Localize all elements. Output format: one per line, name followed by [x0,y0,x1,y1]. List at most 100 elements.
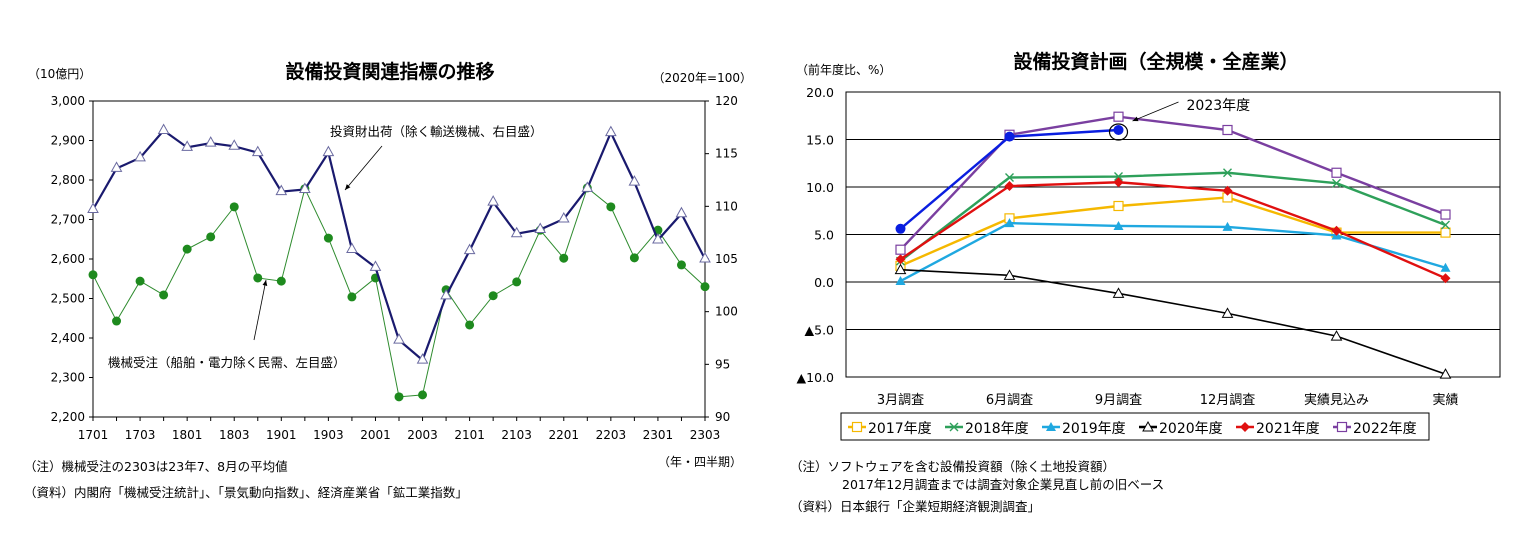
data-point-shipments [534,222,547,234]
data-point-2017年度 [1440,227,1451,238]
data-point-shipments [251,145,264,157]
y-left-tick-label: 2,900 [51,134,85,148]
data-point-shipments [228,139,241,150]
data-point-shipments [510,226,523,238]
data-point-machinery-orders [182,244,192,254]
y-tick-label: 0.0 [814,275,834,290]
left-source: （資料）内閣府「機械受注統計」、「景気動向指数」、経済産業省「鉱工業指数」 [24,485,468,500]
y-right-tick-label: 120 [715,94,738,108]
series-line-2017年度 [900,196,1446,267]
x-tick-label: 6月調査 [986,393,1033,408]
y-axis-unit: （前年度比、%） [796,62,891,77]
x-tick-label: 2003 [407,428,438,442]
data-point-shipments [87,202,99,213]
x-tick-label: 1901 [266,428,297,442]
y-right-tick-label: 110 [715,199,738,213]
legend-item-2021年度: 2021年度 [1236,421,1320,437]
data-point-2022年度 [1331,167,1342,178]
y-left-tick-label: 2,700 [51,213,85,227]
data-point-machinery-orders [418,390,428,400]
data-point-machinery-orders [512,277,522,287]
y-left-tick-label: 2,800 [51,173,85,187]
data-point-2022年度 [1113,111,1124,122]
x-tick-label: 1903 [313,428,344,442]
legend-swatch-marker [1336,421,1348,433]
data-point-2018年度 [1114,172,1123,182]
y-right-tick-label: 100 [715,305,738,319]
data-point-2020年度 [1112,287,1125,298]
data-point-shipments [440,288,452,300]
data-point-shipments [275,184,288,196]
data-point-shipments [369,260,382,271]
legend-label: 2020年度 [1159,421,1223,437]
data-point-shipments [699,251,711,263]
data-point-machinery-orders [465,320,475,330]
data-point-shipments [110,161,123,172]
x-tick-label: 2001 [360,428,391,442]
data-point-shipments [557,211,570,223]
y-tick-label: 10.0 [806,180,834,195]
data-point-2019年度 [1004,218,1015,228]
x-tick-label: 2301 [643,428,674,442]
legend-swatch-marker [851,421,863,433]
data-point-machinery-orders [276,276,286,286]
x-tick-label: 2103 [501,428,532,442]
data-point-2020年度 [1003,269,1016,280]
data-point-shipments [652,233,664,244]
data-point-shipments [628,175,641,186]
data-point-2018年度 [1441,220,1450,230]
data-point-machinery-orders [606,202,616,212]
y-left-tick-label: 2,400 [51,331,85,345]
data-point-machinery-orders [135,276,145,286]
chart-left: 設備投資関連指標の推移 （10億円） （2020年=100） （年・四半期） 投… [28,60,752,469]
data-point-shipments [393,333,405,344]
right-note-1: （注）ソフトウェアを含む設備投資額（除く土地投資額） [790,459,1116,474]
data-point-2020年度 [1330,330,1343,341]
data-point-machinery-orders [559,253,569,263]
annotation-label: 2023年度 [1187,98,1251,114]
data-point-2023年度 [895,223,906,234]
data-point-shipments [204,136,217,147]
data-point-shipments [675,206,688,218]
data-point-shipments [134,150,146,162]
data-point-2019年度 [1222,221,1233,231]
x-tick-label: 12月調査 [1200,393,1256,408]
y-left-tick-label: 2,500 [51,292,85,306]
legend-swatch-marker [1142,420,1154,432]
data-point-machinery-orders [629,253,639,263]
legend-label: 2017年度 [868,421,932,437]
label-shipments: 投資財出荷（除く輸送機械、右目盛） [330,124,543,139]
data-point-machinery-orders [253,273,263,283]
legend-label: 2019年度 [1062,421,1126,437]
legend: 2017年度 2018年度 2019年度 2020年度 2021年度 2022年度 [840,412,1430,441]
label-orders: 機械受注（船舶・電力除く民需、左目盛） [108,355,346,370]
series-line-2018年度 [899,171,1446,263]
data-point-machinery-orders [488,291,498,301]
data-point-2020年度 [894,263,907,275]
annotation-circle [1108,123,1129,141]
legend-item-2017年度: 2017年度 [848,421,932,437]
legend-swatch-marker [949,422,959,432]
data-point-2023年度 [1004,131,1015,142]
series-line-2022年度 [899,115,1446,251]
right-source: （資料）日本銀行「企業短期経済観測調査」 [790,499,1041,514]
y-tick-label: 15.0 [806,133,834,148]
data-point-shipments [463,243,476,255]
data-point-2019年度 [1113,220,1124,230]
data-point-shipments [181,140,194,151]
data-point-2019年度 [895,276,906,286]
legend-box [840,412,1430,441]
data-point-2018年度 [1005,173,1014,182]
data-point-2022年度 [1440,209,1451,220]
left-axis-unit: （10億円） [28,67,91,81]
data-point-machinery-orders [88,270,98,280]
data-point-2021年度 [1113,177,1124,188]
chart-right: 設備投資計画（全規模・全産業） （前年度比、%） ▲10.0 ▲5.0 0.0 5.0… [796,50,1501,441]
data-point-2020年度 [1221,307,1234,318]
data-point-machinery-orders [112,316,122,326]
data-point-shipments [346,242,358,254]
data-point-machinery-orders [159,290,169,300]
data-point-shipments [487,195,500,206]
data-point-shipments [298,182,311,193]
